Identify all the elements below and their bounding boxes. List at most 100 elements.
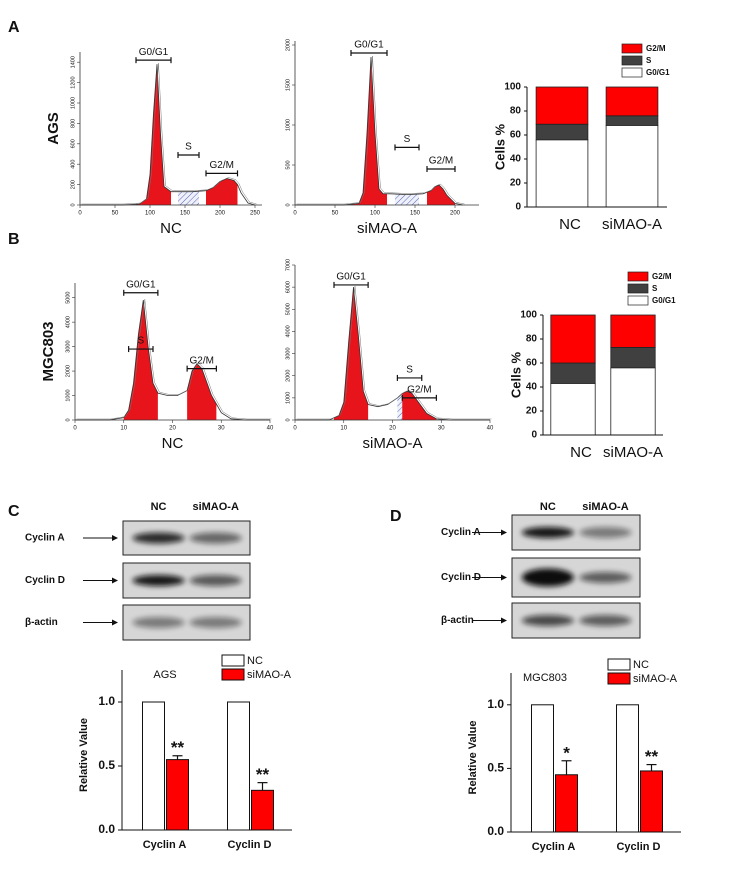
x-tick-label: 0: [293, 426, 297, 432]
x-axis-label: siMAO-A: [363, 435, 423, 452]
x-tick-label: 10: [340, 426, 347, 432]
bar-segment: [550, 362, 596, 384]
x-tick-label: 20: [389, 426, 396, 432]
legend-label: S: [646, 56, 652, 65]
phase-fill: [395, 194, 419, 205]
y-tick-label: 1400: [70, 56, 76, 68]
x-tick-label: 30: [218, 426, 225, 432]
y-tick-label: 2000: [285, 39, 291, 51]
bar: [640, 770, 663, 833]
x-tick-label: 200: [450, 211, 461, 217]
lane-label: siMAO-A: [582, 501, 629, 513]
y-tick-label: 20: [526, 406, 538, 417]
x-tick-label: 200: [215, 211, 226, 217]
panel-label: C: [8, 503, 20, 520]
legend-swatch: [621, 67, 643, 78]
bar-segment: [550, 314, 596, 364]
row-arrowhead: [112, 577, 118, 584]
legend-label: G0/G1: [652, 296, 676, 305]
y-tick-label: 0: [70, 203, 76, 206]
y-tick-label: 100: [504, 82, 521, 93]
y-axis-label: Cells %: [492, 123, 507, 170]
x-tick-label: NC: [570, 444, 592, 461]
x-tick-label: Cyclin D: [616, 841, 660, 853]
legend-label: siMAO-A: [247, 669, 292, 681]
y-tick-label: 1000: [70, 97, 76, 109]
y-tick-label: 2000: [285, 370, 291, 382]
phase-fill: [128, 300, 153, 420]
blot-band: [189, 617, 242, 628]
blot-band: [579, 572, 632, 583]
x-axis-label: siMAO-A: [357, 220, 417, 237]
gate-label: S: [404, 134, 411, 145]
x-tick-label: 250: [250, 211, 261, 217]
x-tick-label: 30: [438, 426, 445, 432]
significance-label: **: [171, 738, 185, 757]
y-tick-label: 1200: [70, 76, 76, 88]
y-tick-label: 5000: [285, 303, 291, 315]
legend-swatch: [221, 668, 245, 681]
bar: [616, 704, 639, 833]
legend-swatch: [621, 55, 643, 66]
y-tick-label: 0: [285, 418, 291, 421]
y-tick-label: 6000: [285, 281, 291, 293]
panel-label: A: [8, 19, 20, 36]
x-tick-label: 150: [180, 211, 191, 217]
row-label: Cyclin A: [25, 533, 65, 544]
y-tick-label: 600: [70, 139, 76, 148]
x-tick-label: 40: [267, 426, 274, 432]
row-label: Cyclin A: [441, 527, 481, 538]
x-tick-label: 0: [73, 426, 77, 432]
y-tick-label: 3000: [65, 340, 71, 352]
legend-label: S: [652, 284, 658, 293]
legend-swatch: [607, 658, 631, 671]
y-tick-label: 5000: [65, 292, 71, 304]
bar-segment: [610, 367, 656, 436]
x-tick-label: 50: [112, 211, 119, 217]
legend-label: G0/G1: [646, 68, 670, 77]
bar: [142, 701, 165, 831]
x-tick-label: siMAO-A: [603, 444, 663, 461]
y-tick-label: 20: [510, 178, 522, 189]
y-tick-label: 200: [70, 180, 76, 189]
y-tick-label: 1000: [65, 389, 71, 401]
x-tick-label: 0: [78, 211, 82, 217]
bar: [531, 704, 554, 833]
y-axis-label: Cells %: [508, 351, 523, 398]
legend-label: NC: [633, 659, 649, 671]
y-tick-label: 0: [515, 202, 521, 213]
lane-label: NC: [151, 501, 167, 513]
blot-band: [132, 532, 185, 544]
histogram-outline: [75, 300, 270, 421]
histogram-outline: [295, 287, 490, 421]
row-label: Cyclin D: [441, 572, 481, 583]
row-label: Cyclin D: [25, 575, 65, 586]
row-label: MGC803: [40, 321, 57, 381]
bar-segment: [610, 314, 656, 348]
y-tick-label: 100: [520, 310, 537, 321]
phase-fill: [178, 191, 199, 205]
legend-swatch: [627, 295, 649, 306]
row-arrowhead: [501, 529, 507, 536]
blot-band: [579, 527, 632, 538]
lane-label: siMAO-A: [192, 501, 239, 513]
legend-swatch: [221, 654, 245, 667]
lane-label: NC: [540, 501, 556, 513]
legend-swatch: [627, 283, 649, 294]
legend-label: G2/M: [652, 272, 672, 281]
blot-band: [189, 532, 242, 544]
gate-label: S: [406, 365, 413, 376]
y-tick-label: 1000: [285, 119, 291, 131]
phase-fill: [123, 300, 158, 420]
x-tick-label: 10: [120, 426, 127, 432]
y-tick-label: 800: [70, 119, 76, 128]
x-tick-label: NC: [559, 216, 581, 233]
y-tick-label: 80: [510, 106, 522, 117]
gate-label: G0/G1: [139, 47, 169, 58]
y-tick-label: 80: [526, 334, 538, 345]
legend-swatch: [607, 672, 631, 685]
histogram-outline-fit: [81, 63, 257, 205]
histogram-outline-fit: [296, 286, 492, 420]
gate-label: G2/M: [429, 156, 453, 167]
